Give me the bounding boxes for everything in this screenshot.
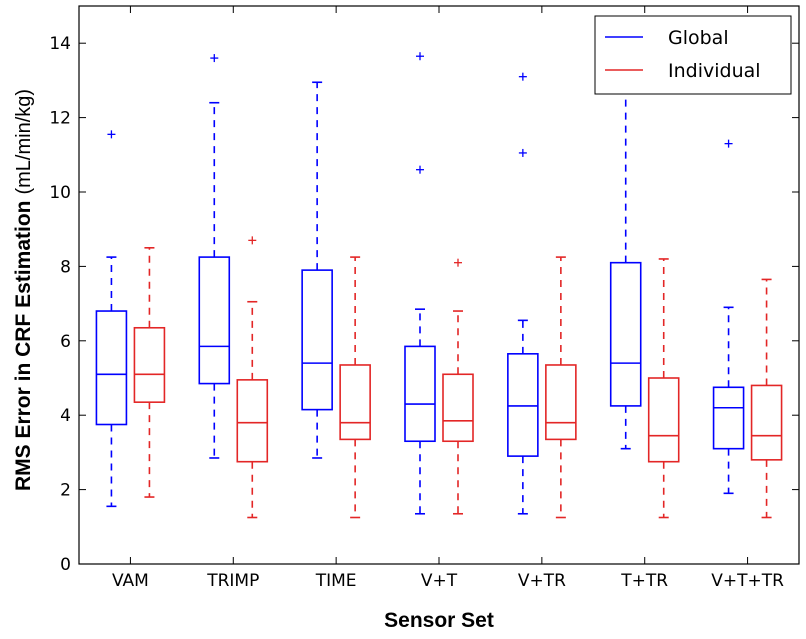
box-individual-trimp (236, 236, 269, 519)
outlier-marker (248, 236, 257, 245)
iqr-box (712, 386, 745, 450)
iqr-box (198, 256, 231, 385)
box-global-vam (95, 130, 128, 508)
iqr-box (339, 364, 371, 441)
iqr-box (507, 353, 539, 457)
iqr-box (404, 345, 436, 443)
outlier-marker (518, 72, 527, 81)
iqr-box (95, 310, 128, 426)
y-tick-label: 8 (60, 257, 71, 277)
iqr-box (301, 269, 333, 411)
x-axis-label: Sensor Set (384, 609, 494, 632)
box-global-t-tr (609, 55, 642, 450)
box-individual-v-t-tr (750, 278, 783, 519)
legend-label-global: Global (668, 27, 729, 49)
iqr-box (545, 364, 577, 441)
legend-box (594, 15, 792, 95)
outlier-marker (210, 54, 219, 63)
y-axis-label-unit: (mL/min/kg) (13, 89, 35, 195)
box-global-v-t-tr (712, 139, 745, 495)
x-tick-label: V+T (421, 571, 458, 591)
box-individual-v-tr (545, 256, 577, 519)
iqr-box (236, 379, 269, 463)
box-individual-vam (133, 247, 166, 498)
iqr-box (442, 373, 474, 443)
box-global-trimp (198, 54, 231, 459)
y-tick-label: 2 (60, 481, 71, 501)
outlier-marker (454, 258, 462, 267)
x-tick-label: V+T+TR (711, 571, 784, 591)
y-axis-label: RMS Error in CRF Estimation (mL/min/kg) (12, 89, 35, 491)
x-tick-label: T+TR (620, 571, 668, 591)
box-global-v-t (404, 52, 436, 515)
outlier-marker (107, 130, 116, 139)
x-tick-label: TRIMP (206, 571, 259, 591)
y-axis-label-main: RMS Error in CRF Estimation (12, 201, 35, 492)
plot-frame (78, 5, 800, 565)
x-tick-label: VAM (112, 571, 149, 591)
y-axis-ticks: 0 2 4 6 8 10 12 14 (49, 34, 799, 575)
y-tick-label: 10 (49, 183, 71, 203)
outlier-marker (416, 165, 424, 174)
y-tick-label: 12 (49, 109, 71, 129)
y-tick-label: 0 (60, 555, 71, 575)
outlier-marker (518, 148, 527, 157)
iqr-box (647, 377, 680, 463)
iqr-box (750, 384, 783, 461)
box-global-v-tr (507, 72, 539, 515)
iqr-box (609, 261, 642, 407)
iqr-box (133, 326, 166, 403)
box-individual-t-tr (647, 258, 680, 519)
legend: Global Individual (594, 15, 792, 95)
box-series-group (95, 52, 783, 519)
box-individual-time (339, 256, 371, 519)
x-axis-ticks: VAM TRIMP TIME V+T V+TR T+TR V+T+TR (112, 6, 784, 591)
y-tick-label: 14 (49, 34, 71, 54)
x-tick-label: TIME (315, 571, 357, 591)
x-tick-label: V+TR (518, 571, 566, 591)
outlier-marker (416, 52, 424, 61)
y-tick-label: 6 (60, 332, 71, 352)
outlier-marker (724, 139, 733, 148)
box-individual-v-t (442, 258, 474, 515)
y-tick-label: 4 (60, 406, 71, 426)
legend-label-individual: Individual (668, 60, 761, 82)
box-global-time (301, 81, 333, 459)
